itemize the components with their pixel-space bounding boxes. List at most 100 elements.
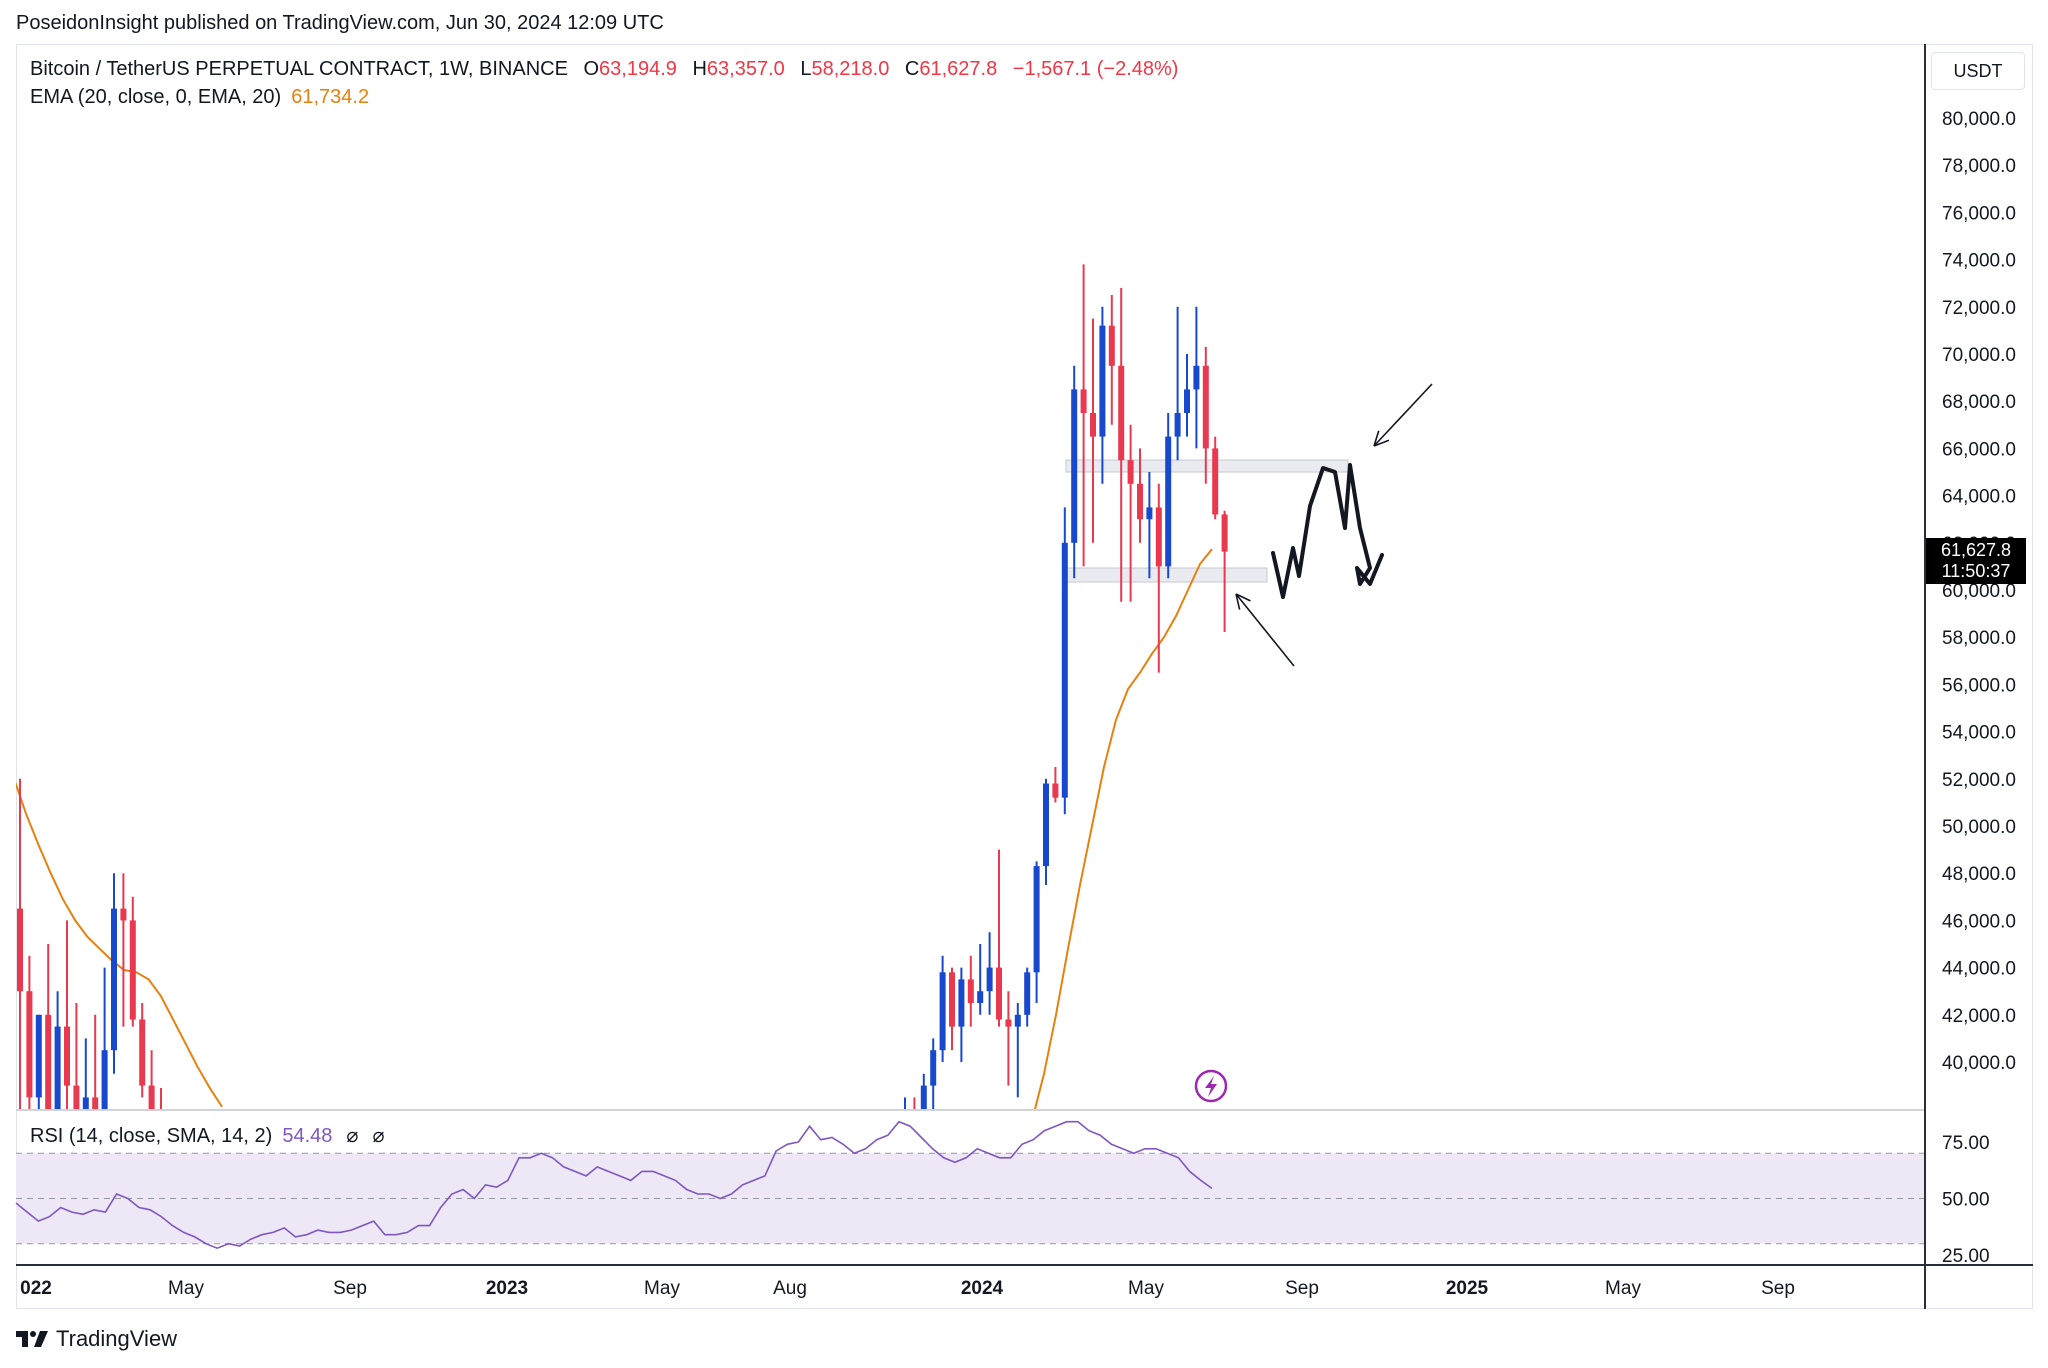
candle[interactable] <box>17 778 23 1157</box>
candle[interactable] <box>1202 346 1209 484</box>
close-label: C <box>904 58 920 80</box>
candle-body <box>1127 460 1134 484</box>
candle-body <box>1155 507 1162 567</box>
ema-line[interactable] <box>1020 548 1213 1156</box>
candle[interactable] <box>45 944 52 1133</box>
candle[interactable] <box>1061 507 1068 815</box>
projected-path-drawing[interactable] <box>1271 463 1384 599</box>
high-label: H <box>692 58 707 80</box>
candle[interactable] <box>1193 306 1200 449</box>
candle[interactable] <box>148 1050 155 1121</box>
candle[interactable] <box>1184 354 1190 437</box>
rsi-line[interactable] <box>15 1120 1213 1250</box>
price-tick-label: 74,000.0 <box>1942 251 2016 272</box>
resistance-zone[interactable] <box>1065 459 1349 473</box>
candle[interactable] <box>1137 448 1143 543</box>
ema-legend[interactable]: EMA (20, close, 0, EMA, 20) 61,734.2 <box>30 86 369 109</box>
candle[interactable] <box>911 1097 917 1156</box>
candle[interactable] <box>1155 483 1162 673</box>
candle[interactable] <box>1099 306 1106 484</box>
candle[interactable] <box>120 873 127 1027</box>
candle[interactable] <box>92 1014 99 1192</box>
symbol-title: Bitcoin / TetherUS PERPETUAL CONTRACT, 1… <box>30 58 568 80</box>
candle[interactable] <box>1024 967 1031 1027</box>
candle[interactable] <box>1080 264 1087 567</box>
close-value: 61,627.8 <box>919 58 998 80</box>
time-tick-label: Sep <box>1761 1278 1795 1299</box>
time-scale-border <box>16 1264 2033 1266</box>
candle[interactable] <box>939 955 946 1062</box>
support-arrow[interactable] <box>1235 593 1295 667</box>
candle-body <box>120 908 127 921</box>
candle[interactable] <box>1033 861 1040 1003</box>
candle[interactable] <box>111 873 117 1074</box>
candle[interactable] <box>996 849 1002 1027</box>
candle[interactable] <box>1043 778 1049 885</box>
candle[interactable] <box>1165 413 1172 579</box>
candle[interactable] <box>920 1073 927 1145</box>
candle-body <box>26 991 33 1098</box>
candle[interactable] <box>949 967 955 1051</box>
lightning-icon[interactable] <box>1194 1069 1228 1103</box>
candle-body <box>1212 448 1219 515</box>
price-tick-label: 66,000.0 <box>1942 439 2016 460</box>
candle-body <box>1024 972 1031 1015</box>
candle[interactable] <box>967 955 974 1027</box>
candle[interactable] <box>1014 1003 1021 1098</box>
candle[interactable] <box>1174 306 1181 461</box>
candle[interactable] <box>139 1003 146 1098</box>
rsi-na-2: ⌀ <box>372 1125 385 1147</box>
candle[interactable] <box>73 1003 80 1168</box>
candle-body <box>101 1050 108 1109</box>
candle[interactable] <box>986 932 993 1015</box>
price-tick-label: 42,000.0 <box>1942 1006 2016 1027</box>
candle[interactable] <box>158 1087 164 1180</box>
candle-body <box>92 1097 99 1109</box>
candle[interactable] <box>1127 424 1134 602</box>
candle[interactable] <box>1005 991 1012 1086</box>
time-tick-label: May <box>168 1278 204 1299</box>
candle[interactable] <box>1118 287 1125 602</box>
rsi-legend[interactable]: RSI (14, close, SMA, 14, 2) 54.48 ⌀ ⌀ <box>30 1123 384 1148</box>
pane-separator[interactable] <box>16 1109 1924 1111</box>
price-tick-label: 48,000.0 <box>1942 864 2016 885</box>
candle[interactable] <box>1052 767 1059 803</box>
currency-button[interactable]: USDT <box>1931 52 2025 90</box>
candle[interactable] <box>64 920 70 1109</box>
candle-body <box>967 979 974 1003</box>
ema-line[interactable] <box>14 779 223 1108</box>
candle[interactable] <box>1146 472 1153 579</box>
candle[interactable] <box>958 967 965 1062</box>
candle-body <box>1184 389 1190 413</box>
candle[interactable] <box>1108 295 1115 425</box>
time-tick-label: May <box>1605 1278 1641 1299</box>
candle-body <box>1108 325 1115 366</box>
candle[interactable] <box>129 896 136 1027</box>
candle[interactable] <box>26 955 33 1121</box>
candle[interactable] <box>1071 365 1078 579</box>
tradingview-brand[interactable]: TradingView <box>16 1326 177 1352</box>
candle[interactable] <box>1212 436 1219 520</box>
candle[interactable] <box>977 944 984 1015</box>
price-tick-label: 64,000.0 <box>1942 487 2016 508</box>
candle-body <box>111 908 117 1051</box>
time-tick-label: May <box>644 1278 680 1299</box>
candle-body <box>139 1019 146 1086</box>
candle[interactable] <box>101 967 108 1180</box>
candle-body <box>73 1085 80 1109</box>
candle[interactable] <box>1090 318 1096 543</box>
resistance-arrow[interactable] <box>1373 383 1433 447</box>
rsi-tick-label: 25.00 <box>1942 1246 1990 1267</box>
candle[interactable] <box>82 1038 89 1156</box>
candle[interactable] <box>1221 510 1228 633</box>
candle[interactable] <box>54 991 61 1144</box>
price-scale-border <box>1924 44 1926 1309</box>
support-zone[interactable] <box>1062 567 1268 583</box>
symbol-legend[interactable]: Bitcoin / TetherUS PERPETUAL CONTRACT, 1… <box>30 58 1178 81</box>
candle-body <box>148 1085 155 1109</box>
candle-body <box>1052 783 1059 798</box>
candle[interactable] <box>35 1014 42 1180</box>
candle[interactable] <box>930 1038 937 1109</box>
rsi-band <box>16 1153 1924 1244</box>
